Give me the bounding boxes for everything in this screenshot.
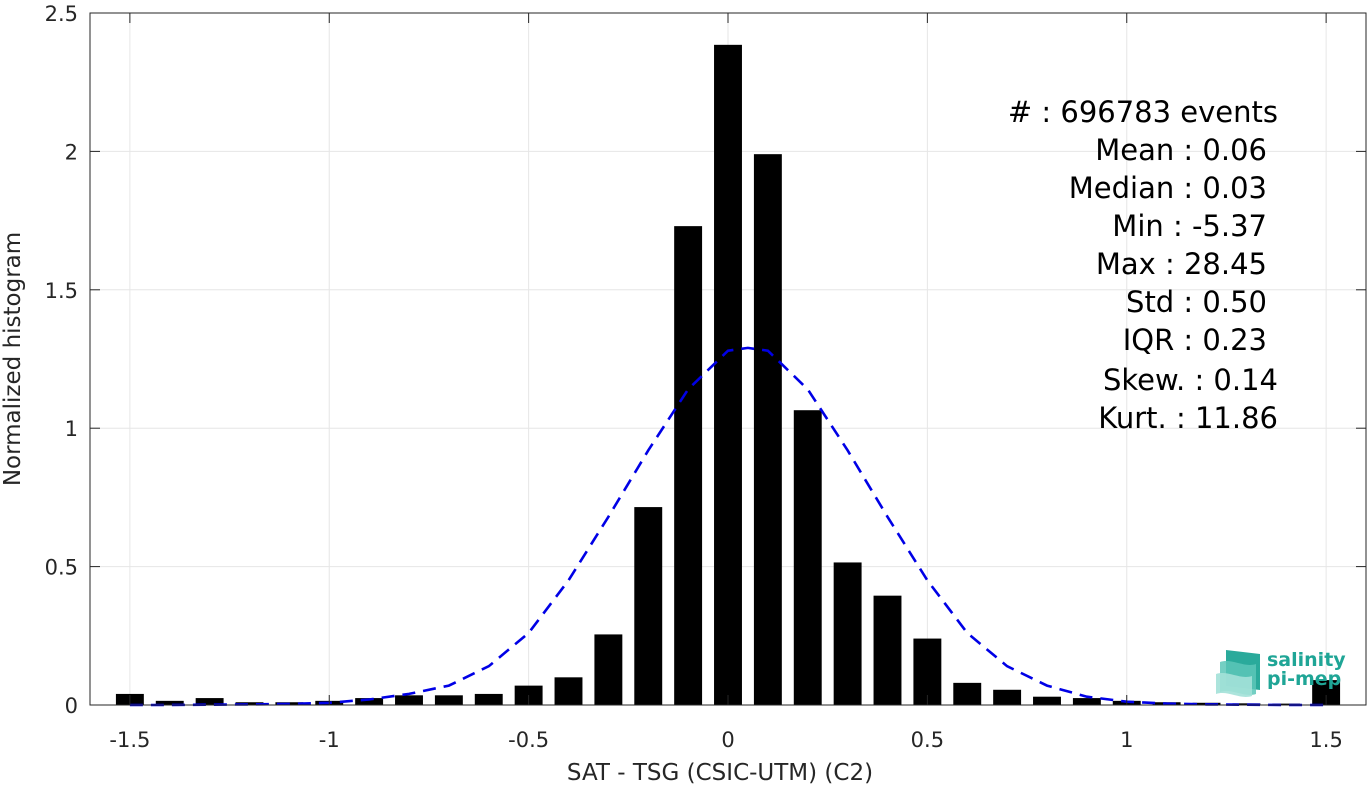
y-axis-label: Normalized histogram [0, 232, 26, 486]
x-tick-label: 0.5 [911, 728, 944, 752]
axis-ticks [90, 12, 1366, 706]
stat-median: Median : 0.03 [1069, 171, 1267, 205]
x-tick-label: 1.5 [1309, 728, 1342, 752]
histogram-bar [355, 698, 384, 705]
histogram-bar [793, 410, 822, 705]
histogram-bar [195, 698, 224, 705]
histogram-bar [1272, 703, 1301, 705]
y-tick-label: 1.5 [45, 279, 78, 303]
histogram-bar [634, 507, 663, 705]
x-tick-label: -1.5 [109, 728, 150, 752]
histogram-bar [155, 700, 184, 705]
histogram-bar [953, 682, 982, 705]
histogram-bars [115, 44, 1341, 706]
histogram-bar [235, 702, 264, 705]
stat-skew: Skew. : 0.14 [1103, 363, 1278, 397]
y-tick-label: 0.5 [45, 556, 78, 580]
y-tick-label: 2 [65, 140, 78, 164]
logo-line1: salinity [1267, 649, 1346, 671]
y-tick-label: 2.5 [45, 2, 78, 26]
x-tick-label: -1 [319, 728, 340, 752]
histogram-bar [753, 154, 782, 706]
x-tick-label: -0.5 [508, 728, 549, 752]
y-tick-labels: 0 0.5 1 1.5 2 2.5 [45, 2, 78, 718]
histogram-bar [434, 695, 463, 705]
stat-max: Max : 28.45 [1096, 247, 1267, 281]
stat-mean: Mean : 0.06 [1095, 133, 1267, 167]
stat-events: # : 696783 events [1008, 95, 1278, 129]
stats-annotation: # : 696783 events Mean : 0.06 Median : 0… [1008, 95, 1278, 435]
histogram-bar [474, 693, 503, 705]
x-axis-label: SAT - TSG (CSIC-UTM) (C2) [567, 760, 873, 785]
y-tick-label: 1 [65, 417, 78, 441]
stat-std: Std : 0.50 [1126, 285, 1267, 319]
histogram-bar [993, 689, 1022, 705]
stat-min: Min : -5.37 [1112, 209, 1267, 243]
histogram-bar [714, 44, 742, 705]
stat-kurt: Kurt. : 11.86 [1098, 401, 1278, 435]
histogram-bar [1033, 696, 1061, 705]
histogram-bar [1232, 703, 1261, 705]
histogram-bar [913, 638, 942, 705]
x-tick-label: 1 [1120, 728, 1133, 752]
stat-iqr: IQR : 0.23 [1123, 323, 1267, 357]
x-tick-label: 0 [721, 728, 734, 752]
histogram-bar [833, 562, 862, 705]
logo-line2: pi-mep [1267, 668, 1341, 690]
logo-waves-icon [1216, 650, 1260, 697]
histogram-bar [594, 634, 623, 705]
salinity-pimep-logo: salinity pi-mep [1216, 649, 1346, 697]
histogram-bar [1072, 698, 1101, 705]
y-tick-label: 0 [65, 694, 78, 718]
histogram-bar [873, 595, 902, 705]
x-tick-labels: -1.5 -1 -0.5 0 0.5 1 1.5 [109, 728, 1342, 752]
histogram-bar [395, 695, 423, 705]
histogram-bar [674, 226, 703, 706]
histogram-bar [554, 677, 583, 705]
